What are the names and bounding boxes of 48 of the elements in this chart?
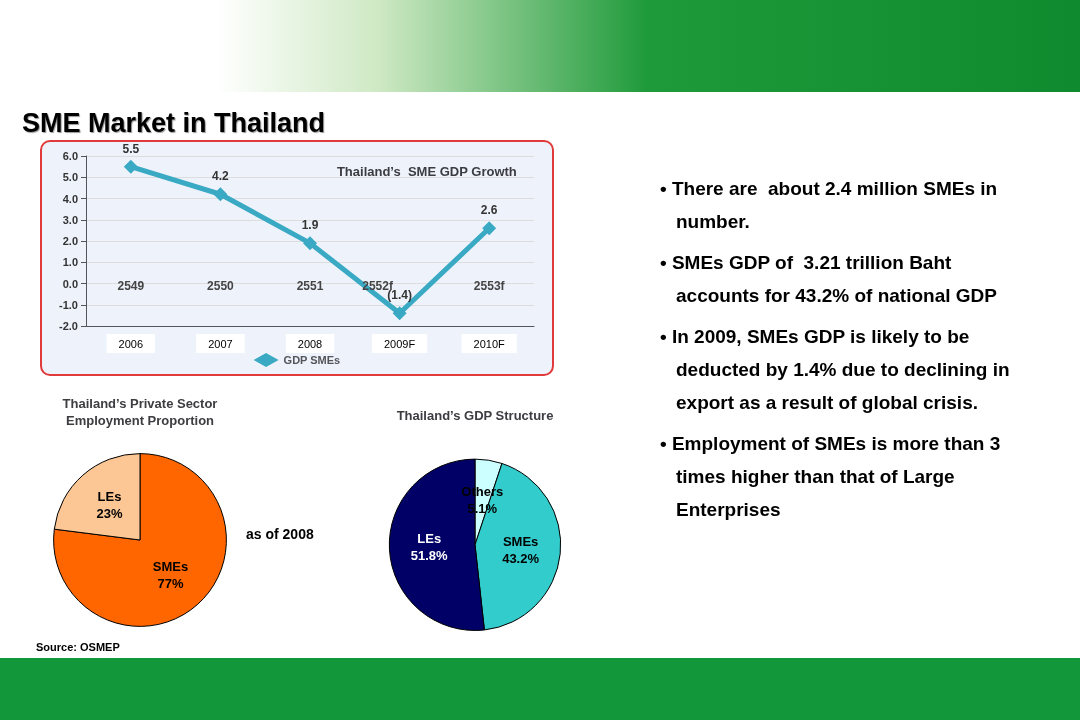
slice-label: SMEs xyxy=(152,558,189,574)
data-label: 4.2 xyxy=(212,169,230,184)
x-tick-label: 2008 xyxy=(297,337,323,350)
data-label: 43.2% xyxy=(502,550,540,566)
y-tick-label: 3.0 xyxy=(62,213,78,226)
x-tick-label: 2009F xyxy=(384,337,416,350)
point xyxy=(123,159,138,174)
data-label: 5.1% xyxy=(467,500,498,516)
annotation: 2549 xyxy=(117,279,145,293)
text: • Employment of SMEs is more than 3 times higher than that of Large Enterprises xyxy=(660,432,1002,522)
y-tick-label: 4.0 xyxy=(62,192,78,205)
text: as of 2008 xyxy=(246,526,314,542)
y-tick-label: 5.0 xyxy=(62,171,78,184)
text: • SMEs GDP of 3.21 trillion Baht accounts for 43.2% of national GDP xyxy=(660,251,998,308)
annotation: 2553f xyxy=(473,279,506,293)
y-tick-label: 6.0 xyxy=(62,150,78,162)
x-tick-label: 2010F xyxy=(473,337,506,350)
data-label: 2.6 xyxy=(480,203,498,218)
annotation: 2551 xyxy=(296,279,324,293)
data-label: 5.5 xyxy=(122,141,140,156)
data-label: 77% xyxy=(157,575,184,591)
text: SME Market in Thailand xyxy=(22,108,326,139)
point xyxy=(392,306,407,321)
slice-label: LEs xyxy=(417,531,442,547)
annotation: 2550 xyxy=(207,279,235,293)
chart-title: Thailand’s Private Sector Employment Proportion xyxy=(62,396,218,428)
source-note: Source: OSMEP xyxy=(36,641,120,653)
y-tick-label: 2.0 xyxy=(62,235,78,247)
chart-title: Thailand’s GDP Structure xyxy=(396,408,554,423)
slice-label: SMEs xyxy=(502,533,539,549)
text: • There are about 2.4 million SMEs in number. xyxy=(660,177,999,234)
slice-label: Others xyxy=(461,483,504,499)
x-tick-label: 2007 xyxy=(208,337,233,350)
legend-label: GDP SMEs xyxy=(283,354,341,366)
point xyxy=(213,187,228,202)
y-tick-label: 0.0 xyxy=(62,277,78,290)
point xyxy=(303,236,317,251)
text: • In 2009, SMEs GDP is likely to be deducted by 1.4% due to declining in export as a result of global crisis. xyxy=(660,325,1011,415)
data-label: 51.8% xyxy=(410,548,449,564)
text: Thailand’s SME GDP Growth xyxy=(336,164,517,179)
y-tick-label: -2.0 xyxy=(59,320,78,332)
data-label: 23% xyxy=(96,506,123,522)
y-tick-label: -1.0 xyxy=(59,298,78,311)
y-tick-label: 1.0 xyxy=(62,256,78,269)
data-label: 1.9 xyxy=(301,218,319,233)
x-tick-label: 2006 xyxy=(118,337,144,350)
point xyxy=(482,221,497,236)
slice-label: LEs xyxy=(97,489,122,505)
